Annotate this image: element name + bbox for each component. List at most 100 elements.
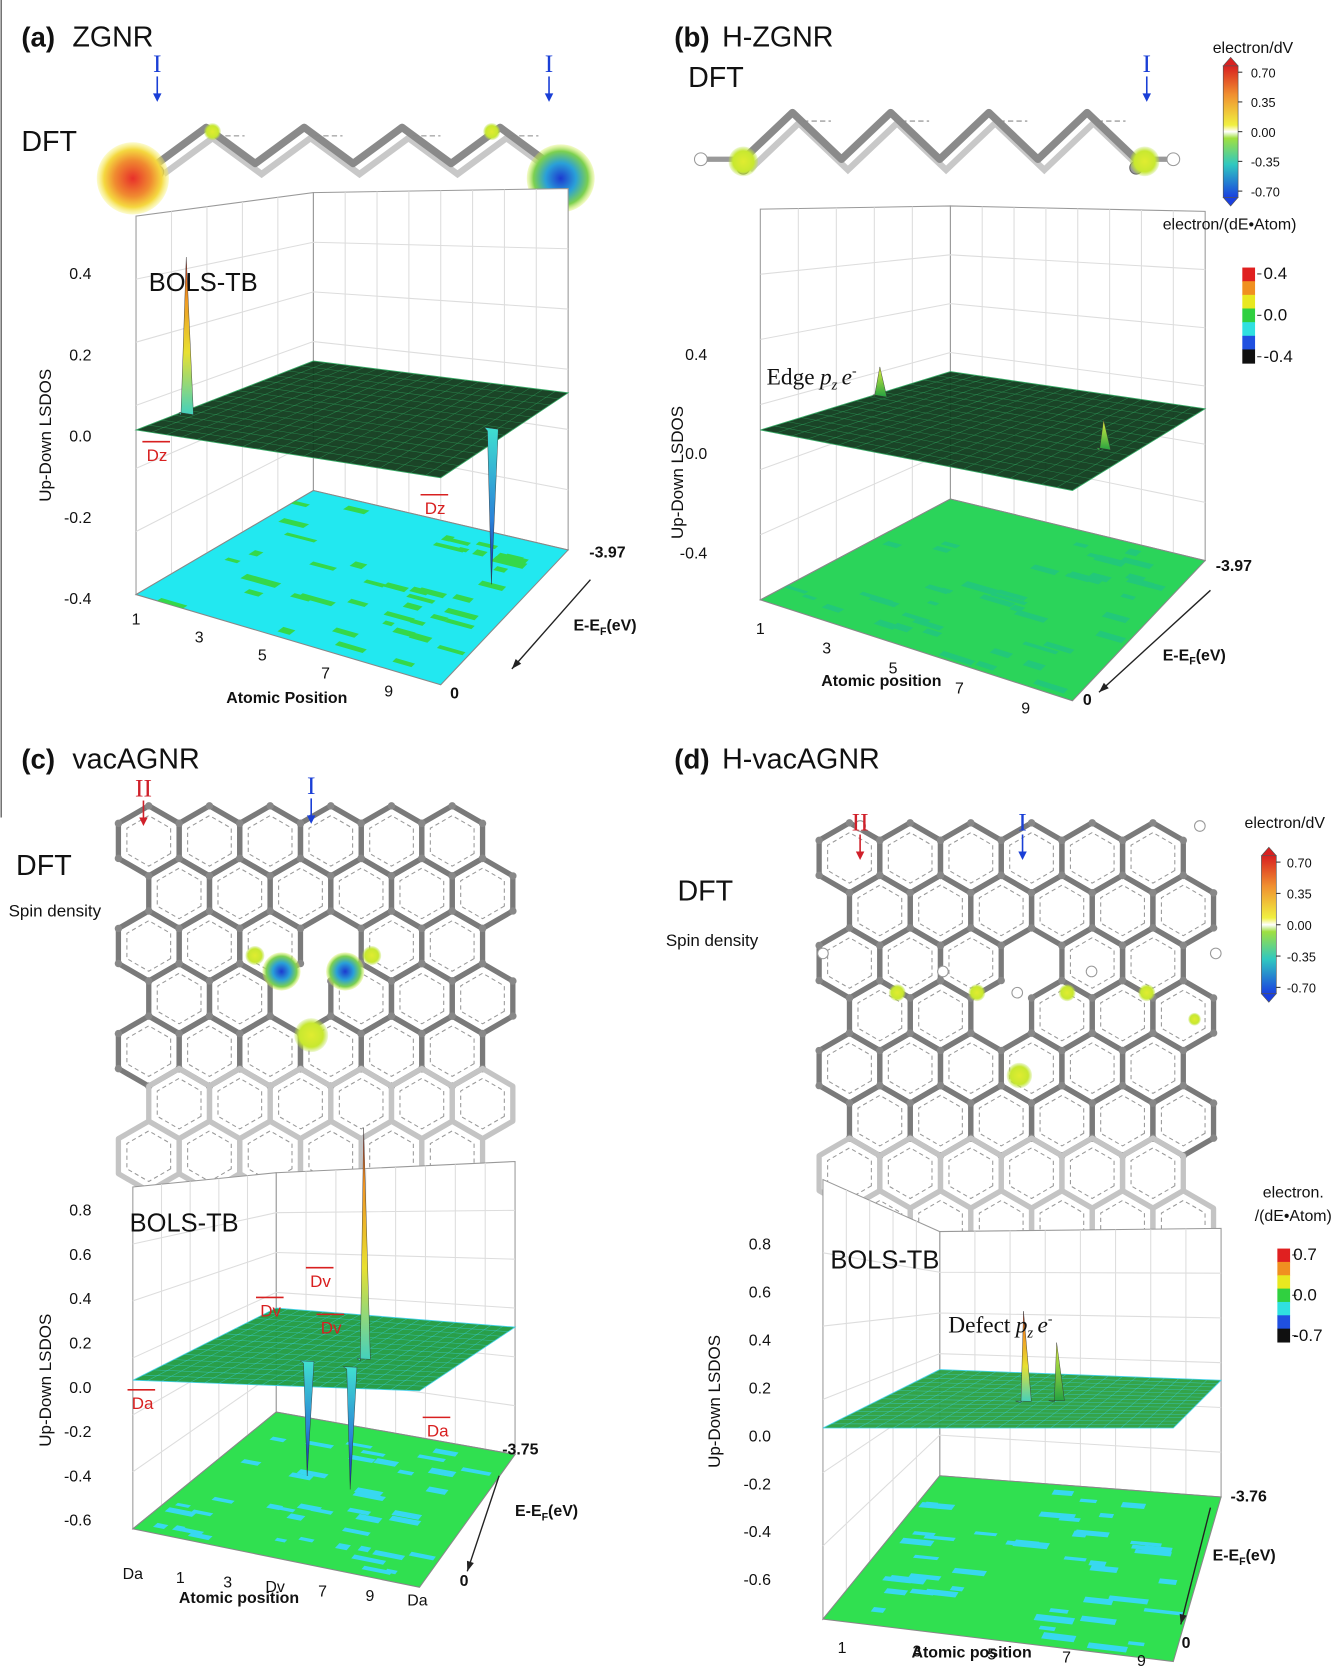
atom xyxy=(418,1030,425,1037)
colorbar-band xyxy=(1242,322,1255,336)
x-tick-label: 9 xyxy=(1137,1653,1146,1669)
panel-title: vacAGNR xyxy=(72,744,199,776)
y-tick-label: 0.2 xyxy=(69,347,91,364)
atom xyxy=(388,907,395,914)
ring-inner xyxy=(461,1078,505,1129)
atom xyxy=(1028,1029,1035,1036)
energy-unit: (eV) xyxy=(548,1503,578,1520)
x-tick-label: 7 xyxy=(955,681,964,698)
feature-text: Edge xyxy=(767,364,815,390)
atom xyxy=(327,907,334,914)
atom xyxy=(846,889,853,896)
atom xyxy=(1210,1029,1217,1036)
atom xyxy=(1180,942,1187,949)
panel-label: (c) xyxy=(21,744,55,775)
ring-inner xyxy=(461,868,505,919)
energy-axis-title: E-EF(eV) xyxy=(573,618,636,638)
atom xyxy=(846,924,853,931)
atom xyxy=(145,1012,152,1019)
ring-inner xyxy=(1070,938,1114,989)
atom xyxy=(876,977,883,984)
atom xyxy=(1028,994,1035,1001)
colorbar-tick-label: 0.00 xyxy=(1251,125,1276,140)
atom xyxy=(906,924,913,931)
atom xyxy=(115,1030,122,1037)
atom xyxy=(906,819,913,826)
atom xyxy=(1180,1082,1187,1089)
atom xyxy=(876,1047,883,1054)
ring-inner xyxy=(1010,833,1054,884)
atom xyxy=(906,889,913,896)
colorbar-tick-label: 0.35 xyxy=(1251,95,1276,110)
feature-text: Defect xyxy=(948,1312,1011,1338)
atom xyxy=(479,960,486,967)
ring xyxy=(118,1121,179,1191)
atom xyxy=(297,855,304,862)
atom xyxy=(266,802,273,809)
ring-inner xyxy=(218,1078,262,1129)
energy-tick-label: -3.97 xyxy=(589,544,625,561)
energy-axis-title: E-EF(eV) xyxy=(1163,647,1226,667)
y-tick-label: -0.4 xyxy=(680,545,708,562)
ring-inner xyxy=(188,1131,232,1182)
feature-subscript: z xyxy=(831,378,838,394)
atom xyxy=(1119,1047,1126,1054)
atom xyxy=(357,820,364,827)
energy-unit: (eV) xyxy=(1196,647,1226,664)
panel-label: (b) xyxy=(674,22,709,53)
spin-density xyxy=(362,946,381,965)
atom xyxy=(815,977,822,984)
y-tick-label: 0.0 xyxy=(69,1380,91,1397)
site-arrowhead xyxy=(139,818,147,826)
spin-density xyxy=(1130,147,1160,177)
atom xyxy=(815,1047,822,1054)
y-tick-label: -0.4 xyxy=(64,591,92,608)
energy-main: E-E xyxy=(515,1503,542,1520)
x-tick-label: Da xyxy=(123,1566,143,1583)
model-label: BOLS-TB xyxy=(149,269,258,297)
ring-inner xyxy=(400,868,444,919)
ring-inner xyxy=(858,885,902,936)
atom xyxy=(509,977,516,984)
atom xyxy=(1210,994,1217,1001)
figure: (a)ZGNRDFTII0.40.20.0-0.2-0.413579Up-Dow… xyxy=(0,0,1338,1669)
atom xyxy=(967,889,974,896)
y-tick-label: 0.2 xyxy=(749,1380,771,1397)
ring-inner xyxy=(1010,1148,1054,1199)
colorbar-tick-label: 0.70 xyxy=(1287,855,1312,870)
spin-density xyxy=(326,952,364,990)
atom xyxy=(206,907,213,914)
x-tick-label: 3 xyxy=(822,641,831,658)
atom xyxy=(1058,837,1065,844)
h-atom xyxy=(938,966,949,977)
ring-inner xyxy=(979,1095,1023,1146)
site-arrowhead xyxy=(1018,851,1026,859)
y-tick-label: 0.0 xyxy=(749,1428,771,1445)
ring-inner xyxy=(888,1043,932,1094)
atom xyxy=(206,802,213,809)
annotation: Dv xyxy=(321,1319,342,1338)
ring-inner xyxy=(218,973,262,1024)
atom xyxy=(1089,889,1096,896)
atom xyxy=(967,819,974,826)
x-axis-title: Atomic position xyxy=(179,1590,299,1607)
atom xyxy=(1089,924,1096,931)
x-tick-label: 3 xyxy=(223,1575,232,1592)
y-tick-label: -0.2 xyxy=(744,1476,772,1493)
ring-inner xyxy=(828,833,872,884)
y-tick-label: -0.6 xyxy=(64,1513,92,1530)
spin-density xyxy=(1138,984,1155,1001)
method-label: DFT xyxy=(16,850,72,882)
ring-inner xyxy=(919,1095,963,1146)
atom xyxy=(448,802,455,809)
h-atom xyxy=(1167,153,1180,166)
site-marker: II xyxy=(135,773,152,802)
colorbar-band xyxy=(1242,268,1255,282)
atom xyxy=(175,925,182,932)
atom xyxy=(388,977,395,984)
energy-axis-title: E-EF(eV) xyxy=(515,1503,578,1523)
spin-density xyxy=(1188,1013,1201,1026)
ring-inner xyxy=(828,938,872,989)
x-tick-label: 5 xyxy=(258,647,267,664)
energy-tick-label: 0 xyxy=(1182,1635,1191,1652)
